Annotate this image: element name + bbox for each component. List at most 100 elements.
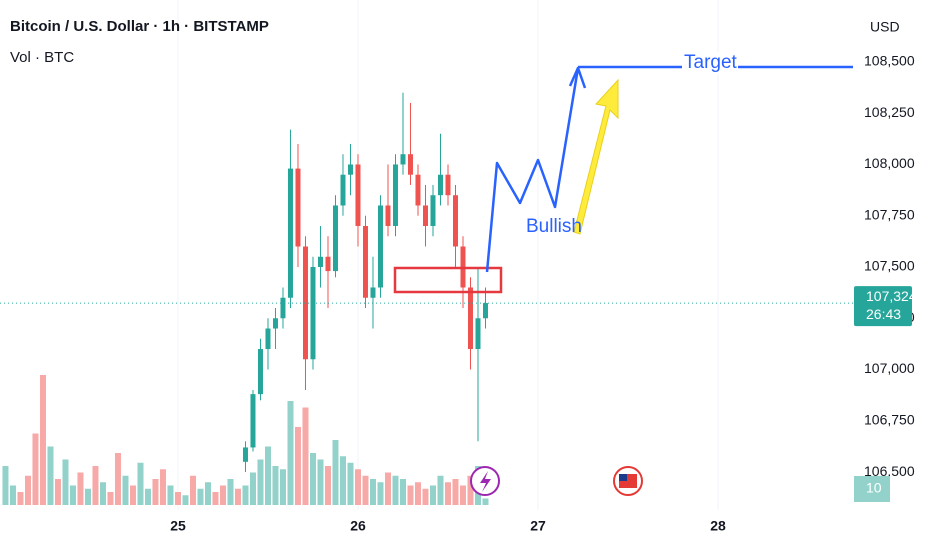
volume-bar <box>407 485 414 505</box>
candle <box>407 102 413 185</box>
volume-bar <box>197 488 204 505</box>
volume-bar <box>429 485 436 505</box>
y-tick-label: 108,500 <box>864 53 915 69</box>
volume-bar <box>437 475 444 505</box>
candle <box>257 338 263 401</box>
volume-bar <box>332 440 339 505</box>
volume-bar <box>272 466 279 505</box>
last-price-label: 107,324 <box>866 288 917 304</box>
candle <box>452 184 458 267</box>
candle <box>340 154 346 216</box>
candle-body <box>437 174 443 196</box>
volume-bar <box>354 469 361 505</box>
candle-body <box>250 394 256 448</box>
candle <box>445 164 451 206</box>
candle-body <box>287 168 293 298</box>
zone-box <box>393 266 503 294</box>
x-tick-label: 25 <box>170 518 186 534</box>
volume-bar <box>122 475 129 505</box>
countdown: 26:43 <box>866 306 901 322</box>
target-bg <box>682 52 738 74</box>
target-label: Target <box>684 52 738 73</box>
volume <box>2 375 489 505</box>
candle <box>325 236 331 309</box>
volume-bar <box>182 495 189 505</box>
candle-body <box>377 205 383 288</box>
volume-bar <box>92 466 99 505</box>
candle <box>347 143 353 196</box>
last-price-badge <box>854 286 912 327</box>
x-tick-label: 28 <box>710 518 726 534</box>
candle-body <box>482 303 488 319</box>
volume-bar <box>69 485 76 505</box>
candle <box>280 287 286 329</box>
volume-bar <box>77 472 84 505</box>
candle <box>392 154 398 237</box>
y-tick-label: 106,500 <box>864 463 915 479</box>
candle <box>295 143 301 267</box>
volume-bar <box>99 482 106 505</box>
projection-arrow <box>568 67 580 87</box>
volume-bar <box>137 462 144 505</box>
volume-bar <box>189 475 196 505</box>
candle <box>310 256 316 370</box>
volume-bar <box>167 485 174 505</box>
candle <box>302 236 308 391</box>
x-tick-label: 26 <box>350 518 366 534</box>
candle-body <box>422 205 428 226</box>
volume-badge <box>854 476 890 502</box>
candle <box>242 441 248 473</box>
price-axis <box>853 0 932 550</box>
yellow-arrow <box>573 78 619 235</box>
volume-bar <box>129 485 136 505</box>
candle-body <box>272 318 278 329</box>
candle-body <box>242 447 248 462</box>
volume-bar <box>54 479 61 505</box>
candle <box>287 129 293 309</box>
candle-body <box>340 174 346 206</box>
volume-bar <box>32 433 39 505</box>
axes: 106,500106,750107,000107,250107,500107,7… <box>170 53 917 534</box>
volume-bar <box>414 482 421 505</box>
projection-path <box>485 66 587 273</box>
volume-bar <box>249 472 256 505</box>
volume-bar <box>309 453 316 505</box>
candle-body <box>325 256 331 272</box>
volume-bar <box>152 479 159 505</box>
candle-body <box>295 168 301 247</box>
volume-bar <box>287 401 294 505</box>
candle <box>460 236 466 309</box>
candle-body <box>452 195 458 247</box>
candle <box>385 164 391 237</box>
volume-label: 10 <box>866 480 882 496</box>
candle <box>362 215 368 309</box>
volume-bar <box>317 459 324 505</box>
volume-bar <box>279 469 286 505</box>
volume-bar <box>84 488 91 505</box>
volume-bar <box>264 446 271 505</box>
candle <box>332 195 338 278</box>
candle <box>377 195 383 298</box>
candle <box>430 184 436 237</box>
volume-bar <box>242 485 249 505</box>
candle <box>265 318 271 370</box>
candle <box>482 287 488 329</box>
subtitle: Vol · BTC <box>10 49 74 66</box>
volume-bar <box>227 479 234 505</box>
candle-body <box>385 205 391 226</box>
volume-bar <box>444 482 451 505</box>
candle-body <box>310 266 316 360</box>
bullish-label: Bullish <box>526 216 582 237</box>
volume-bar <box>62 459 69 505</box>
flag-canton <box>619 474 627 481</box>
candle-body <box>317 256 323 267</box>
volume-bar <box>2 466 9 505</box>
volume-bar <box>399 479 406 505</box>
candle <box>437 133 443 206</box>
volume-bar <box>257 459 264 505</box>
y-tick-label: 107,500 <box>864 258 915 274</box>
volume-bar <box>159 469 166 505</box>
volume-bar <box>107 492 114 505</box>
candle-body <box>400 154 406 165</box>
